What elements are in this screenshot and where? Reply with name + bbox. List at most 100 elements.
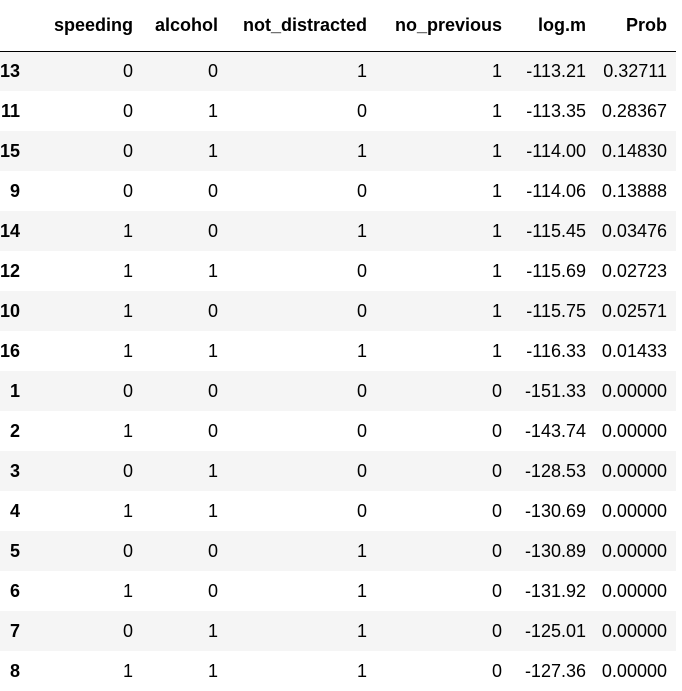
cell-no-previous: 0	[491, 380, 502, 401]
row-index: 13	[0, 60, 21, 81]
row-index: 14	[0, 220, 21, 241]
cell-prob: 0.00000	[601, 420, 667, 441]
row-index: 16	[0, 340, 21, 361]
cell-no-previous: 1	[491, 220, 502, 241]
cell-log-m: -113.21	[526, 60, 586, 81]
table-row: 16 1 1 1 1 -116.33 0.01433	[0, 331, 676, 371]
cell-log-m: -127.36	[524, 660, 586, 681]
cell-speeding: 1	[122, 580, 133, 601]
row-index: 1	[9, 380, 20, 401]
cell-not-distracted: 0	[356, 180, 367, 201]
cell-prob: 0.02571	[601, 300, 667, 321]
cell-not-distracted: 1	[356, 220, 367, 241]
row-index: 10	[0, 300, 21, 321]
cell-speeding: 1	[122, 260, 133, 281]
cell-no-previous: 1	[491, 60, 502, 81]
row-index: 4	[9, 500, 20, 521]
cell-speeding: 0	[122, 540, 133, 561]
table-row: 10 1 0 0 1 -115.75 0.02571	[0, 291, 676, 331]
index-header	[0, 0, 40, 52]
cell-speeding: 1	[122, 340, 133, 361]
cell-alcohol: 1	[207, 340, 218, 361]
row-index: 6	[9, 580, 20, 601]
table-row: 9 0 0 0 1 -114.06 0.13888	[0, 171, 676, 211]
cell-speeding: 1	[122, 220, 133, 241]
cell-no-previous: 1	[491, 140, 502, 161]
cell-prob: 0.00000	[601, 540, 667, 561]
cell-log-m: -143.74	[524, 420, 586, 441]
cell-alcohol: 1	[207, 660, 218, 681]
cell-prob: 0.02723	[601, 260, 667, 281]
row-index: 7	[9, 620, 20, 641]
row-index: 11	[0, 100, 20, 121]
cell-no-previous: 0	[491, 500, 502, 521]
cell-no-previous: 0	[491, 460, 502, 481]
cell-speeding: 0	[122, 180, 133, 201]
cell-alcohol: 0	[207, 420, 218, 441]
table-row: 11 0 1 0 1 -113.35 0.28367	[0, 91, 676, 131]
cell-prob: 0.00000	[601, 660, 667, 681]
table-row: 15 0 1 1 1 -114.00 0.14830	[0, 131, 676, 171]
table-row: 8 1 1 1 0 -127.36 0.00000	[0, 651, 676, 691]
cell-prob: 0.03476	[601, 220, 667, 241]
column-header-no-previous: no_previous	[376, 0, 511, 52]
cell-log-m: -114.06	[526, 180, 586, 201]
cell-prob: 0.00000	[601, 380, 667, 401]
cell-log-m: -125.01	[524, 620, 586, 641]
table-row: 12 1 1 0 1 -115.69 0.02723	[0, 251, 676, 291]
cell-no-previous: 0	[491, 420, 502, 441]
table-body: 13 0 0 1 1 -113.21 0.32711 11 0 1 0 1 -113.35 0.28367…	[0, 51, 676, 691]
column-header-prob: Prob	[595, 0, 676, 52]
cell-alcohol: 0	[207, 60, 218, 81]
cell-speeding: 0	[122, 380, 133, 401]
row-index: 5	[9, 540, 20, 561]
cell-not-distracted: 0	[356, 500, 367, 521]
row-index: 9	[9, 180, 20, 201]
table-row: 7 0 1 1 0 -125.01 0.00000	[0, 611, 676, 651]
cell-not-distracted: 1	[356, 340, 367, 361]
cell-speeding: 0	[122, 100, 133, 121]
cell-speeding: 0	[122, 620, 133, 641]
cell-speeding: 1	[122, 300, 133, 321]
cell-alcohol: 1	[207, 140, 218, 161]
table-row: 14 1 0 1 1 -115.45 0.03476	[0, 211, 676, 251]
cell-prob: 0.00000	[601, 620, 667, 641]
cell-speeding: 1	[122, 500, 133, 521]
cell-alcohol: 0	[207, 540, 218, 561]
cell-prob: 0.13888	[601, 180, 667, 201]
cell-not-distracted: 0	[356, 100, 367, 121]
cell-log-m: -113.35	[526, 100, 586, 121]
cell-no-previous: 0	[491, 580, 502, 601]
cell-not-distracted: 1	[356, 660, 367, 681]
cell-prob: 0.00000	[601, 580, 667, 601]
cell-alcohol: 0	[207, 580, 218, 601]
cell-log-m: -130.89	[524, 540, 586, 561]
row-index: 8	[9, 660, 20, 681]
cell-no-previous: 1	[491, 100, 502, 121]
column-header-alcohol: alcohol	[142, 0, 227, 52]
cell-no-previous: 1	[491, 180, 502, 201]
column-header-not-distracted: not_distracted	[227, 0, 376, 52]
cell-alcohol: 1	[207, 100, 218, 121]
cell-speeding: 1	[122, 420, 133, 441]
table-row: 13 0 0 1 1 -113.21 0.32711	[0, 51, 676, 91]
cell-not-distracted: 1	[356, 540, 367, 561]
cell-alcohol: 0	[207, 300, 218, 321]
column-header-speeding: speeding	[40, 0, 142, 52]
cell-no-previous: 1	[491, 300, 502, 321]
cell-not-distracted: 1	[356, 580, 367, 601]
cell-no-previous: 0	[491, 540, 502, 561]
cell-prob: 0.28367	[601, 100, 667, 121]
cell-prob: 0.32711	[603, 60, 667, 81]
table-row: 6 1 0 1 0 -131.92 0.00000	[0, 571, 676, 611]
cell-not-distracted: 0	[356, 460, 367, 481]
cell-log-m: -131.92	[524, 580, 586, 601]
cell-not-distracted: 1	[356, 140, 367, 161]
table-row: 3 0 1 0 0 -128.53 0.00000	[0, 451, 676, 491]
cell-speeding: 0	[122, 460, 133, 481]
cell-no-previous: 1	[491, 340, 502, 361]
row-index: 2	[9, 420, 20, 441]
cell-prob: 0.01433	[601, 340, 667, 361]
